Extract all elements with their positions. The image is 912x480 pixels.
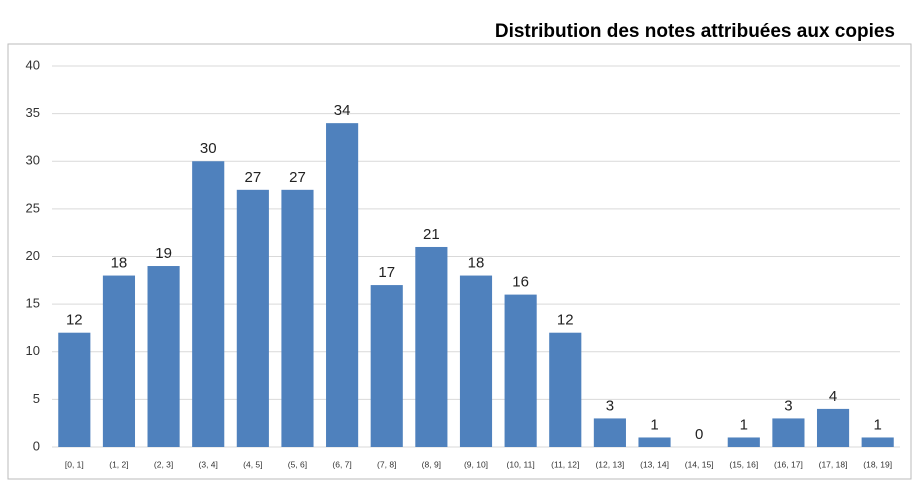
bar [370, 285, 403, 447]
bar [147, 266, 180, 447]
y-tick-label: 30 [26, 153, 40, 168]
data-label: 4 [829, 388, 837, 405]
bar [638, 437, 671, 447]
x-tick-label: (1, 2] [109, 459, 128, 469]
x-tick-label: (16, 17] [774, 459, 803, 469]
y-tick-label: 15 [26, 296, 40, 311]
x-tick-label: (4, 5] [243, 459, 262, 469]
bar [816, 408, 850, 447]
data-label: 1 [650, 416, 658, 433]
data-label: 1 [874, 416, 882, 433]
bar [326, 123, 359, 448]
data-label: 12 [557, 312, 574, 329]
x-tick-label: (8, 9] [422, 459, 441, 469]
x-tick-label: [0, 1] [65, 459, 84, 469]
chart-title: Distribution des notes attribuées aux co… [495, 21, 895, 42]
bar [593, 418, 626, 447]
data-label: 3 [784, 397, 792, 414]
x-tick-label: (9, 10] [464, 459, 488, 469]
bar [281, 189, 314, 447]
x-tick-label: (11, 12] [551, 459, 579, 469]
data-label: 34 [334, 102, 351, 119]
bar [192, 161, 225, 447]
bar [102, 275, 136, 447]
data-label: 3 [606, 397, 614, 414]
bar [504, 294, 537, 447]
x-tick-label: (2, 3] [154, 459, 173, 469]
data-label: 18 [468, 255, 485, 272]
data-label: 0 [695, 426, 703, 443]
x-tick-label: (6, 7] [332, 459, 351, 469]
data-label: 27 [289, 169, 306, 186]
data-label: 16 [512, 274, 529, 291]
y-tick-label: 0 [33, 438, 40, 453]
data-label: 21 [423, 226, 440, 243]
y-tick-label: 10 [26, 343, 40, 358]
y-tick-label: 25 [26, 200, 40, 215]
data-label: 17 [378, 264, 395, 281]
bar [58, 332, 91, 447]
x-tick-label: (3, 4] [199, 459, 218, 469]
x-tick-label: (14, 15] [685, 459, 714, 469]
x-tick-label: (7, 8] [377, 459, 396, 469]
data-label: 30 [200, 140, 217, 157]
data-label: 27 [244, 169, 261, 186]
bar [459, 275, 493, 447]
x-tick-label: (17, 18] [819, 459, 848, 469]
bar [549, 332, 582, 447]
y-tick-label: 40 [26, 57, 40, 72]
x-tick-label: (13, 14] [640, 459, 669, 469]
bar [861, 437, 894, 447]
bar [415, 246, 448, 447]
x-tick-label: (15, 16] [729, 459, 758, 469]
data-label: 1 [740, 416, 748, 433]
data-label: 12 [66, 312, 83, 329]
y-tick-label: 35 [26, 105, 40, 120]
bar [772, 418, 805, 447]
x-tick-label: (18, 19] [863, 459, 892, 469]
chart-border [7, 43, 912, 480]
data-label: 19 [155, 245, 172, 262]
data-label: 18 [111, 255, 128, 272]
y-tick-label: 20 [26, 248, 40, 263]
x-tick-label: (5, 6] [288, 459, 307, 469]
bar [236, 189, 269, 447]
x-tick-label: (12, 13] [595, 459, 624, 469]
y-tick-label: 5 [33, 391, 40, 406]
bar [727, 437, 760, 447]
x-tick-label: (10, 11] [507, 459, 535, 469]
